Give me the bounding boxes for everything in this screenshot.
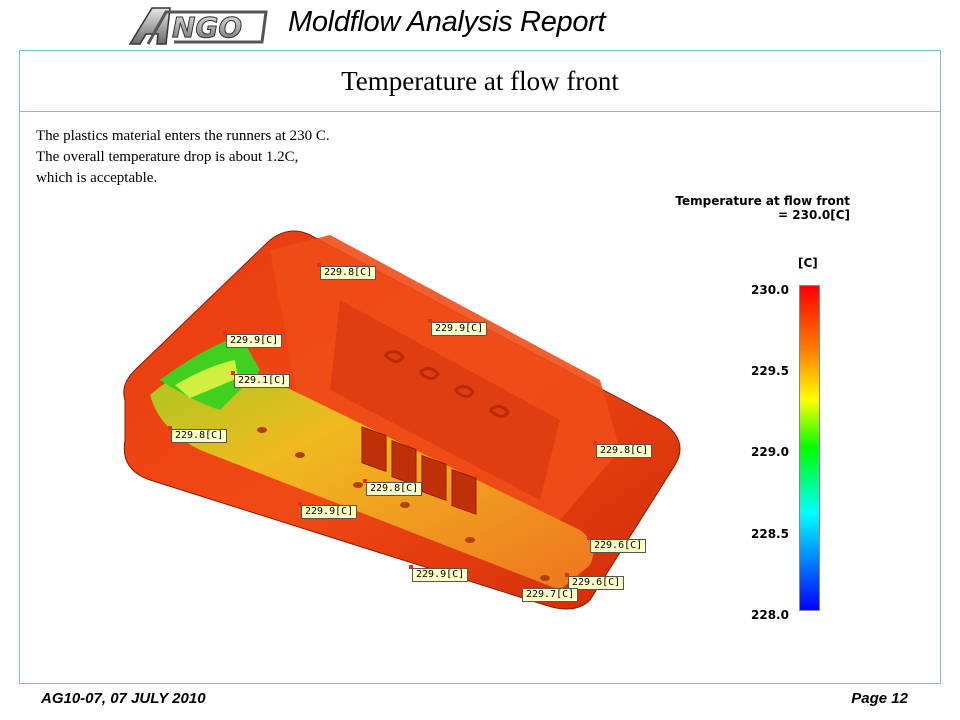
description-line: which is acceptable.	[36, 170, 158, 186]
legend-tick-label: 230.0	[751, 283, 789, 297]
probe-label: 229.1[C]	[230, 371, 291, 388]
probe-label: 229.8[C]	[362, 479, 423, 496]
footer-page-number: Page 12	[851, 690, 908, 707]
title-divider	[19, 111, 941, 112]
probe-label: 229.8[C]	[167, 426, 228, 443]
slide-title: Temperature at flow front	[341, 66, 619, 96]
legend-unit: [C]	[798, 256, 818, 270]
svg-text:NGO: NGO	[172, 11, 242, 44]
probe-label: 229.7[C]	[518, 585, 579, 602]
probe-label: 229.8[C]	[316, 263, 377, 280]
description-line: The plastics material enters the runners…	[36, 128, 330, 144]
report-title: Moldflow Analysis Report	[288, 6, 606, 38]
probe-label: 229.6[C]	[586, 536, 647, 553]
footer-doc-id: AG10-07, 07 JULY 2010	[41, 690, 206, 707]
probe-label: 229.9[C]	[427, 319, 488, 336]
description: The plastics material enters the runners…	[36, 126, 330, 189]
probe-label: 229.9[C]	[408, 565, 469, 582]
legend-tick-label: 228.0	[751, 608, 789, 622]
description-line: The overall temperature drop is about 1.…	[36, 149, 299, 165]
ango-logo: NGO	[128, 7, 268, 45]
legend-tick-label: 228.5	[751, 527, 789, 541]
content-frame	[19, 50, 941, 684]
legend-title: Temperature at flow front = 230.0[C]	[675, 194, 850, 222]
legend-tick-label: 229.0	[751, 445, 789, 459]
color-scale-bar	[799, 285, 820, 611]
legend-title-line: Temperature at flow front	[675, 194, 850, 208]
probe-label: 229.9[C]	[297, 502, 358, 519]
legend-tick-label: 229.5	[751, 364, 789, 378]
probe-label: 229.8[C]	[592, 441, 653, 458]
probe-label: 229.9[C]	[222, 331, 283, 348]
legend-title-line: = 230.0[C]	[778, 208, 850, 222]
probe-label: 229.6[C]	[564, 573, 625, 590]
